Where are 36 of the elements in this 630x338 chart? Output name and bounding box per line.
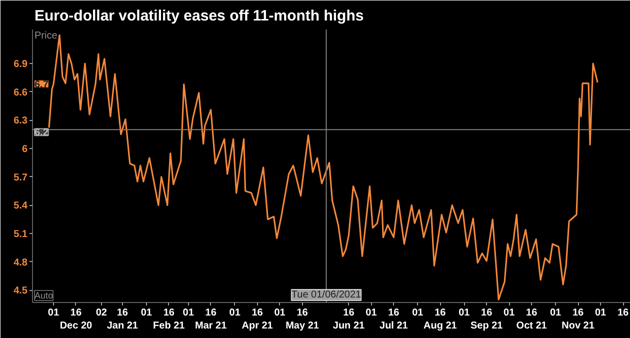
- x-tick-label: 01: [366, 308, 378, 318]
- x-tick-label: 01: [458, 308, 470, 318]
- y-tick-label: 4.5: [14, 286, 28, 297]
- x-tick-label: 01: [140, 308, 152, 318]
- x-tick-label: 01: [182, 308, 194, 318]
- x-tick-label: 01: [274, 308, 286, 318]
- y-tick-label: 5.7: [14, 172, 28, 184]
- x-tick-label: 16 Nov 21: [562, 308, 595, 332]
- x-tick-label: 16 Jul 21: [380, 308, 408, 332]
- y-tick-label: 6: [22, 144, 28, 156]
- y-tick-label: 4.8: [14, 257, 28, 268]
- x-tick-label: 01: [229, 308, 241, 318]
- x-tick-label: 16 Sep 21: [470, 308, 504, 332]
- x-tick-label: 16: [617, 308, 630, 318]
- y-tick-label: 5.4: [14, 200, 28, 212]
- x-tick-label: 02: [96, 308, 108, 318]
- x-tick-label: 01: [504, 308, 516, 318]
- x-tick-label: 16 Mar 21: [195, 308, 228, 332]
- y-tick-label: 6.3: [14, 116, 28, 127]
- chart-title: Euro-dollar volatility eases off 11-month highs: [34, 8, 364, 24]
- x-tick-label: 16 Aug 21: [423, 308, 458, 332]
- y-tick-label: 6.6: [14, 87, 28, 98]
- x-tick-label: 16 Oct 21: [516, 308, 548, 332]
- x-tick-label: 01: [594, 308, 607, 318]
- x-tick-label: 16 May 21: [286, 308, 320, 332]
- y-axis-title: Price: [34, 30, 58, 42]
- x-tick-label: 01: [48, 308, 60, 318]
- x-tick-label: 01: [550, 308, 562, 318]
- x-tick-label: 16 Jan 21: [106, 308, 138, 332]
- x-tick-label: 01: [412, 308, 424, 318]
- x-tick-label: 16 Jun 21: [332, 308, 366, 332]
- x-tick-label: 16 Apr 21: [242, 308, 274, 332]
- x-tick-label: 16 Dec 20: [60, 308, 93, 332]
- ref-line-label: Tue 01/06/2021: [291, 290, 362, 300]
- y-tick-label: 5.1: [14, 229, 28, 240]
- y-tick-label: 6.9: [14, 59, 28, 70]
